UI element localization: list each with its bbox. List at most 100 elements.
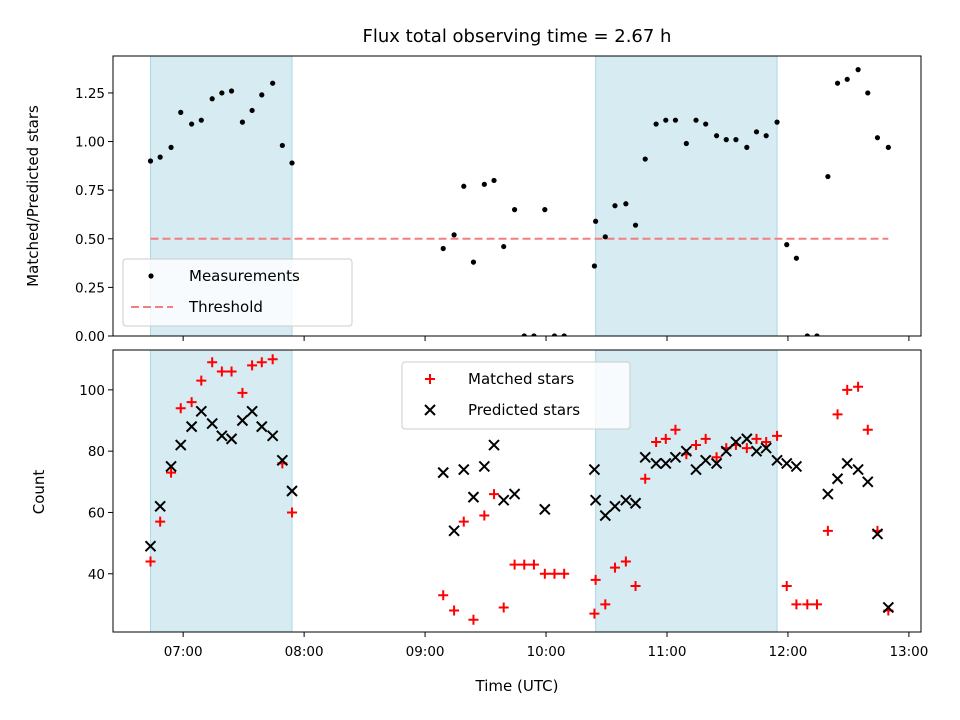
matched-star-point xyxy=(600,599,611,610)
measurement-point xyxy=(551,333,558,336)
measurement-point xyxy=(602,234,608,240)
measurement-point xyxy=(703,121,709,127)
bottom-axes-frame xyxy=(112,349,922,633)
matched-star-point xyxy=(802,599,813,610)
measurement-point xyxy=(591,263,598,269)
top-y-tick-label: 1.00 xyxy=(75,135,105,151)
measurement-point xyxy=(693,117,699,123)
predicted-star-point xyxy=(882,601,895,614)
measurement-point xyxy=(521,333,527,336)
top-y-tick-label: 0.50 xyxy=(75,232,105,248)
measurement-point xyxy=(501,243,507,250)
matched-star-point xyxy=(519,559,530,570)
measurement-point xyxy=(279,142,285,149)
x-tick-label: 07:00 xyxy=(164,644,203,660)
measurement-point xyxy=(189,121,195,127)
predicted-star-point xyxy=(246,405,258,418)
predicted-star-point xyxy=(771,454,783,467)
measurement-point xyxy=(753,129,760,135)
measurement-point xyxy=(763,133,769,139)
measurement-point xyxy=(623,201,629,207)
predicted-star-point xyxy=(650,457,662,470)
measurement-point xyxy=(723,137,729,143)
matched-star-point xyxy=(660,433,671,444)
matched-star-point xyxy=(670,424,681,435)
matched-star-point xyxy=(267,354,278,365)
measurement-point xyxy=(561,333,567,336)
measurement-point xyxy=(542,207,548,213)
predicted-star-point xyxy=(822,488,834,500)
predicted-star-point xyxy=(195,405,208,418)
predicted-star-point xyxy=(750,445,763,457)
x-tick-label: 11:00 xyxy=(648,644,687,660)
measurement-point xyxy=(440,245,446,252)
matched-star-point xyxy=(226,366,237,377)
matched-star-point xyxy=(489,489,500,500)
bottom-legend-label: Predicted stars xyxy=(468,401,580,419)
matched-star-point xyxy=(741,443,752,454)
bottom-legend: Matched stars Predicted stars xyxy=(401,361,631,430)
matched-star-point xyxy=(509,559,520,570)
measurement-point xyxy=(865,90,871,96)
predicted-star-point xyxy=(760,442,772,454)
matched-star-point xyxy=(791,599,802,610)
matched-star-point xyxy=(772,430,783,441)
legend-dot-marker xyxy=(148,273,154,279)
x-tick-label: 08:00 xyxy=(285,644,324,660)
measurement-point xyxy=(147,158,154,164)
predicted-star-point xyxy=(660,457,672,470)
measurement-point xyxy=(612,203,618,209)
matched-star-point xyxy=(781,581,792,592)
measurement-point xyxy=(178,109,184,115)
bottom-shaded-interval xyxy=(149,350,293,632)
measurement-point xyxy=(733,137,739,143)
matched-star-point xyxy=(651,436,662,447)
measurement-point xyxy=(885,144,891,150)
measurement-point xyxy=(825,173,831,180)
predicted-star-point xyxy=(639,451,651,463)
bottom-y-tick-label: 80 xyxy=(88,444,105,460)
predicted-star-point xyxy=(852,463,864,476)
predicted-star-point xyxy=(620,494,632,506)
matched-star-point xyxy=(590,574,601,585)
predicted-star-point xyxy=(175,439,187,451)
measurement-point xyxy=(642,156,648,162)
predicted-star-point xyxy=(871,528,884,540)
measurement-point xyxy=(672,117,679,123)
measurement-point xyxy=(239,119,246,125)
bottom-plot-area xyxy=(144,350,895,632)
measurement-point xyxy=(744,144,750,150)
measurement-point xyxy=(593,218,599,224)
x-tick-label: 10:00 xyxy=(527,644,566,660)
predicted-star-point xyxy=(720,445,732,457)
predicted-star-point xyxy=(478,460,491,473)
matched-star-point xyxy=(479,510,490,521)
chart-title: Flux total observing time = 2.67 h xyxy=(363,26,672,47)
measurement-point xyxy=(249,107,255,114)
matched-star-point xyxy=(751,433,762,444)
measurement-point xyxy=(157,154,163,160)
matched-star-point xyxy=(842,384,853,395)
bottom-y-tick-label: 60 xyxy=(88,505,105,521)
measurement-point xyxy=(632,222,639,228)
predicted-star-point xyxy=(458,463,470,476)
predicted-star-point xyxy=(165,460,177,473)
measurement-point xyxy=(198,117,204,123)
top-legend-box xyxy=(122,258,353,327)
predicted-star-point xyxy=(467,491,480,503)
predicted-star-point xyxy=(599,509,612,522)
matched-star-point xyxy=(216,366,227,377)
measurement-point xyxy=(855,67,861,73)
predicted-star-point xyxy=(448,525,460,537)
matched-star-point xyxy=(155,516,166,527)
predicted-star-point xyxy=(730,436,742,448)
bottom-panel: 40 60 80 100 07:00 08:00 09:00 10:00 11:00 12:00 1… xyxy=(79,349,928,660)
top-y-tick-label: 0.25 xyxy=(75,280,105,296)
measurement-point xyxy=(461,183,467,189)
measurement-point xyxy=(814,333,820,336)
matched-star-point xyxy=(691,440,702,451)
predicted-star-point xyxy=(699,454,712,467)
bottom-y-axis-label: Count xyxy=(30,470,48,515)
x-tick-label: 12:00 xyxy=(768,644,807,660)
